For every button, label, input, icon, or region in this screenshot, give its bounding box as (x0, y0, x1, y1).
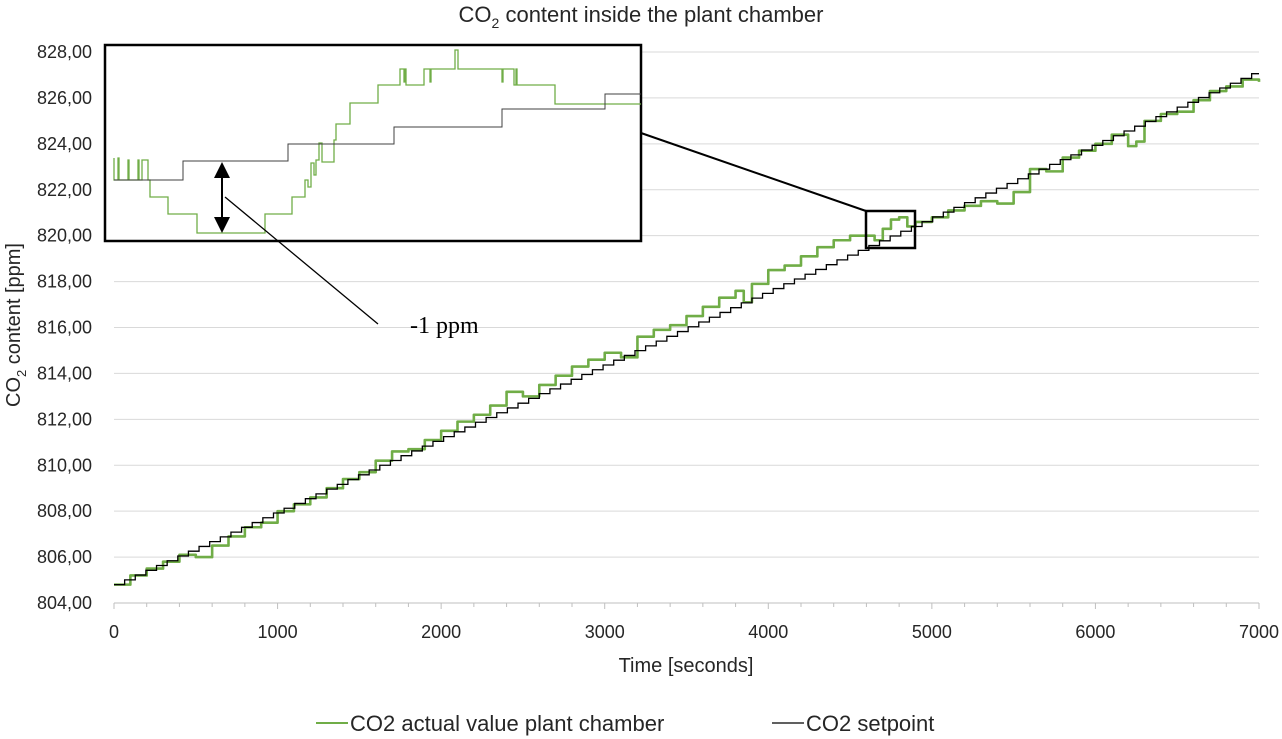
x-tick-label: 6000 (1075, 622, 1115, 642)
y-tick-label: 806,00 (37, 547, 92, 567)
x-tick-label: 5000 (912, 622, 952, 642)
y-tick-label: 824,00 (37, 134, 92, 154)
zoom-connector-line (640, 132, 867, 212)
y-tick-label: 816,00 (37, 318, 92, 338)
x-tick-label: 4000 (748, 622, 788, 642)
series-setpoint-line (114, 73, 1259, 586)
legend: CO2 actual value plant chamber CO2 setpo… (316, 711, 934, 736)
y-tick-label: 808,00 (37, 501, 92, 521)
y-tick-label: 820,00 (37, 226, 92, 246)
y-axis-ticks: 804,00 806,00 808,00 810,00 812,00 814,00 816,… (37, 42, 92, 613)
series-actual-line (114, 78, 1261, 586)
y-axis-title: CO2 content [ppm] (3, 243, 29, 407)
x-axis-ticks: 0 1000 2000 3000 4000 5000 6000 7000 (109, 603, 1279, 642)
y-tick-label: 814,00 (37, 363, 92, 383)
y-tick-label: 826,00 (37, 88, 92, 108)
x-tick-label: 3000 (585, 622, 625, 642)
y-tick-label: 812,00 (37, 409, 92, 429)
annotation-leader-line (224, 196, 379, 325)
y-tick-label: 828,00 (37, 42, 92, 62)
y-tick-label: 818,00 (37, 272, 92, 292)
x-axis-title: Time [seconds] (619, 655, 754, 677)
y-tick-label: 810,00 (37, 455, 92, 475)
inset-setpoint-line (114, 93, 641, 181)
arrow-head-down-icon (214, 217, 230, 233)
x-tick-label: 0 (109, 622, 119, 642)
arrow-head-up-icon (214, 162, 230, 178)
legend-label-setpoint: CO2 setpoint (806, 711, 934, 736)
inset-actual-line (113, 49, 641, 234)
legend-label-actual: CO2 actual value plant chamber (350, 711, 664, 736)
inset-frame (103, 43, 643, 243)
zoom-highlight-box (864, 209, 917, 250)
chart-title: CO2 content inside the plant chamber (459, 2, 824, 31)
x-tick-label: 1000 (258, 622, 298, 642)
annotation-label: -1 ppm (410, 313, 479, 339)
x-tick-label: 7000 (1239, 622, 1279, 642)
series-layer (114, 73, 1261, 586)
x-tick-label: 2000 (421, 622, 461, 642)
y-tick-label: 804,00 (37, 593, 92, 613)
y-tick-label: 822,00 (37, 180, 92, 200)
inset-zoom-view (103, 43, 643, 243)
